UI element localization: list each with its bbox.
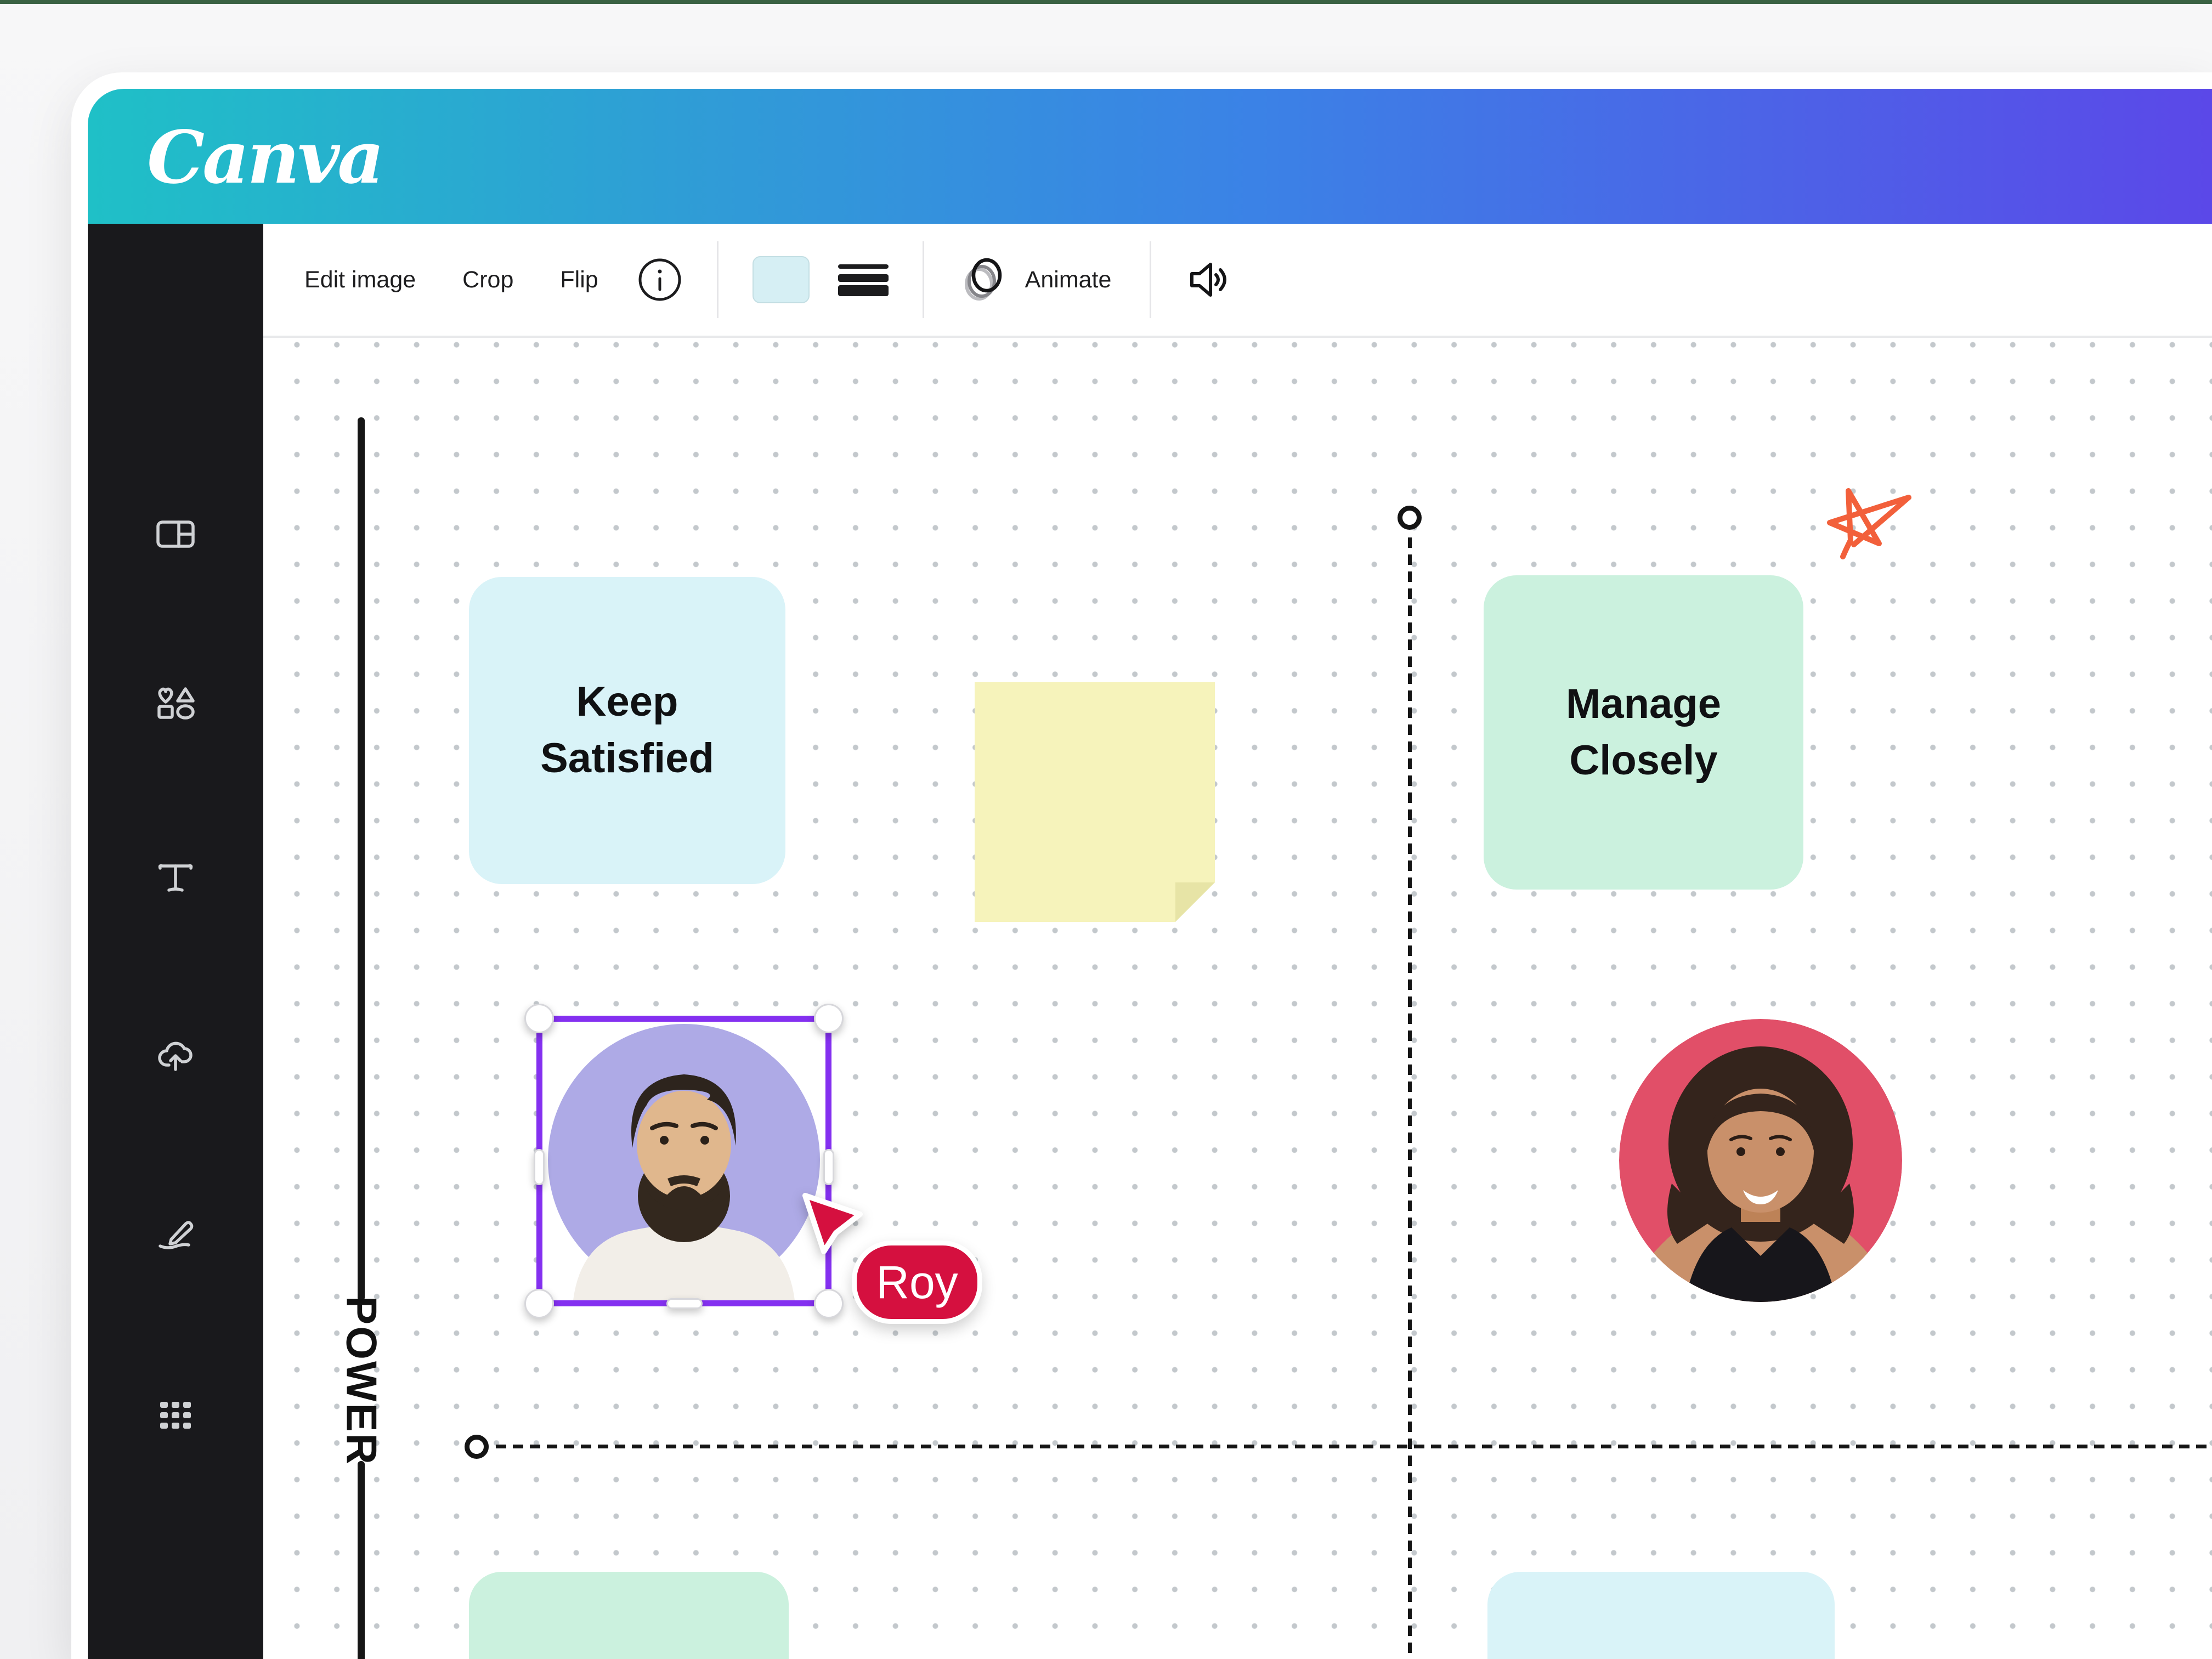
sidebar-item-uploads[interactable] [152, 1034, 199, 1080]
scribble-star-shape[interactable] [1826, 486, 1917, 560]
resize-handle-right[interactable] [823, 1149, 834, 1185]
background-color-swatch[interactable] [752, 256, 810, 303]
interest-axis-origin-ring[interactable] [465, 1435, 489, 1459]
toolbar-divider [1150, 241, 1152, 318]
design-canvas[interactable]: Keep Satisfied Manage Closely POWER [263, 340, 2212, 1659]
toolbar-divider [922, 241, 924, 318]
draw-pen-icon [152, 1221, 199, 1258]
browser-top-strip [0, 0, 2212, 4]
animate-motion-icon [958, 252, 1011, 308]
elements-icon [152, 687, 199, 731]
sticky-note-bottom-left[interactable] [469, 1572, 789, 1659]
collaborator-name-badge: Roy [852, 1241, 982, 1324]
context-toolbar: Edit image Crop Flip Animate [263, 224, 2212, 338]
line-weight-icon[interactable] [838, 264, 889, 296]
stakeholder-photo-woman[interactable] [1619, 1019, 1902, 1302]
speaker-audio-icon[interactable] [1185, 254, 1236, 305]
app-window: Canva [71, 72, 2212, 1659]
sidebar-item-templates[interactable] [152, 511, 199, 557]
interest-axis-dashed-line[interactable] [496, 1445, 2212, 1448]
sticky-note-text: Keep Satisfied [540, 678, 714, 782]
uploads-cloud-icon [152, 1041, 199, 1083]
text-icon [152, 864, 199, 903]
toolbar-divider [716, 241, 719, 318]
resize-handle-top-right[interactable] [814, 1004, 844, 1033]
power-axis-label[interactable]: POWER [337, 1296, 386, 1466]
resize-handle-left[interactable] [534, 1149, 545, 1185]
collaborator-name: Roy [876, 1256, 958, 1308]
divider-axis-dashed-line[interactable] [1408, 537, 1412, 1659]
animate-button[interactable]: Animate [958, 252, 1111, 308]
sticky-note-manage-closely[interactable]: Manage Closely [1484, 575, 1803, 890]
flip-button[interactable]: Flip [560, 266, 598, 293]
sidebar-item-elements[interactable] [152, 682, 199, 728]
crop-button[interactable]: Crop [462, 266, 514, 293]
templates-icon [152, 520, 199, 559]
sticky-note-keep-satisfied[interactable]: Keep Satisfied [469, 577, 785, 884]
power-axis-line-upper[interactable] [358, 417, 365, 1301]
sidebar-item-text[interactable] [152, 855, 199, 901]
resize-handle-bottom[interactable] [666, 1298, 703, 1309]
sticky-note-yellow-blank[interactable] [975, 682, 1215, 922]
selected-image-frame[interactable] [524, 1004, 844, 1318]
stakeholder-photo-man[interactable] [542, 1022, 825, 1300]
apps-grid-icon [152, 1402, 199, 1440]
sticky-note-text: Manage Closely [1566, 680, 1721, 784]
collaborator-cursor-icon [802, 1193, 863, 1254]
folded-corner [1175, 882, 1215, 922]
sidebar [88, 224, 263, 1659]
power-axis-line-lower[interactable] [358, 1461, 365, 1659]
resize-handle-bottom-right[interactable] [814, 1289, 844, 1318]
resize-handle-bottom-left[interactable] [524, 1289, 554, 1318]
app-header: Canva [88, 89, 2212, 224]
divider-axis-origin-ring[interactable] [1398, 506, 1422, 530]
sticky-note-bottom-right[interactable] [1487, 1572, 1835, 1659]
info-icon[interactable] [637, 257, 683, 303]
sidebar-item-apps[interactable] [152, 1392, 199, 1438]
sidebar-item-draw[interactable] [152, 1210, 199, 1256]
resize-handle-top-left[interactable] [524, 1004, 554, 1033]
canva-logo: Canva [147, 115, 384, 200]
edit-image-button[interactable]: Edit image [304, 266, 416, 293]
